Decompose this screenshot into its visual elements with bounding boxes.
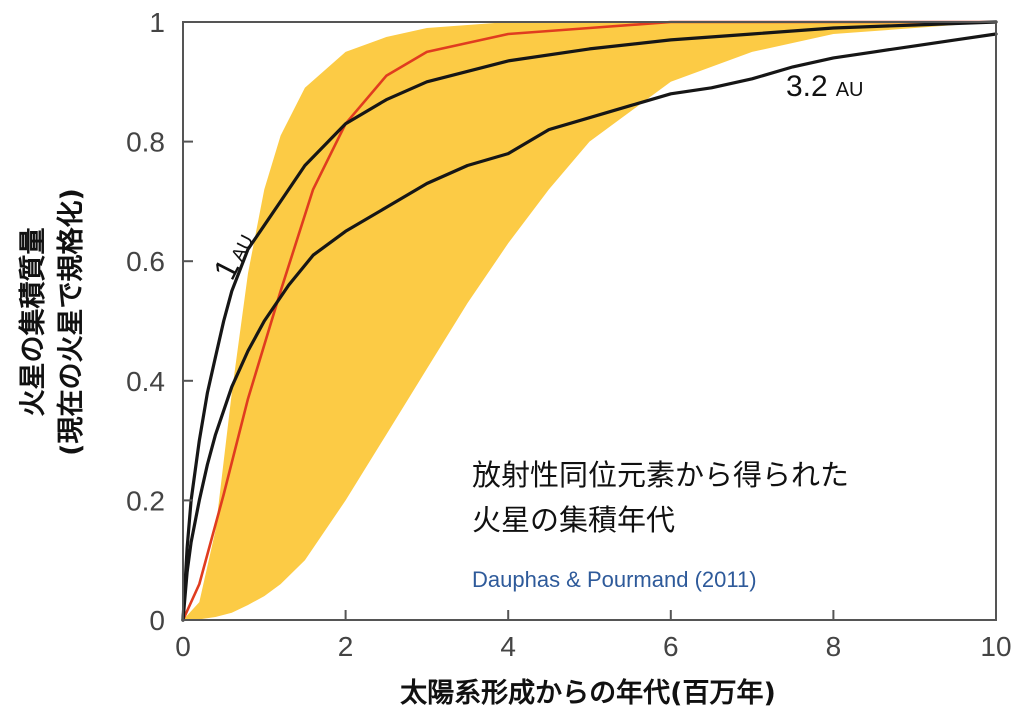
curve-1-au: [181, 20, 998, 622]
x-tick-label: 0: [175, 631, 191, 662]
x-tick-label: 8: [826, 631, 842, 662]
x-tick-label: 6: [663, 631, 679, 662]
y-tick-label: 1: [149, 7, 165, 38]
x-tick-label: 4: [500, 631, 516, 662]
annotation-line-2: 火星の集積年代: [472, 503, 675, 537]
curve-label-3-2-au-main: 3.2: [786, 70, 828, 103]
annotation-line-1: 放射性同位元素から得られた: [472, 458, 849, 492]
uncertainty-band-layer: [183, 22, 996, 620]
tick-layer: 0 2 4 6 8 10 0 0.2 0.4 0.6 0.8 1: [126, 7, 1012, 662]
uncertainty-band: [183, 22, 996, 620]
y-axis-title-line-2: (現在の火星で規格化): [56, 188, 87, 456]
y-tick-label: 0.6: [126, 246, 165, 277]
x-tick-label: 10: [980, 631, 1011, 662]
y-tick-label: 0.2: [126, 485, 165, 516]
x-tick-label: 2: [338, 631, 354, 662]
curve-label-3-2-au: 3.2 AU: [786, 70, 864, 103]
plot-frame: [182, 21, 997, 621]
curve-3-2-au: [181, 32, 998, 622]
curve-label-3-2-au-sub: AU: [836, 79, 864, 101]
y-tick-label: 0.4: [126, 366, 165, 397]
citation: Dauphas & Pourmand (2011): [472, 567, 757, 592]
y-tick-label: 0: [149, 605, 165, 636]
y-axis-title-line-1: 火星の集積質量: [17, 228, 49, 417]
y-tick-label: 0.8: [126, 127, 165, 158]
x-axis-title: 太陽系形成からの年代(百万年): [400, 677, 776, 709]
